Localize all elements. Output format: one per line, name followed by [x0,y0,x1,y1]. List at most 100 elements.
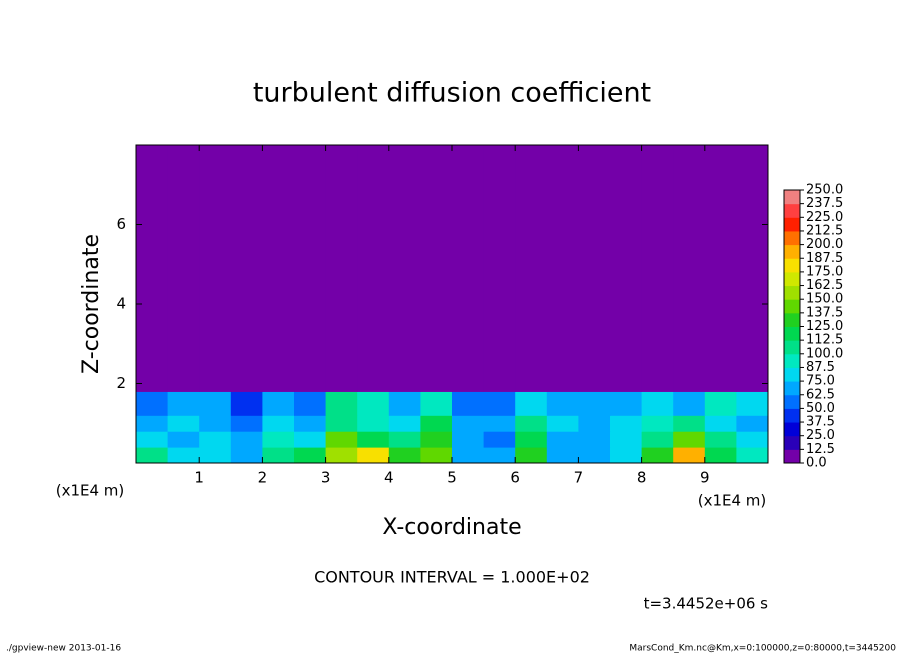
colorbar-band [784,285,800,300]
colorbar-label: 62.5 [806,387,835,402]
cell [704,431,737,448]
contour-interval: CONTOUR INTERVAL = 1.000E+02 [314,568,590,587]
colorbar-label: 250.0 [806,183,843,198]
cell [483,431,516,448]
colorbar-band [784,244,800,259]
cell [736,391,769,416]
colorbar-band [784,258,800,273]
x-tick-label: 2 [258,469,268,487]
colorbar-label: 175.0 [806,264,843,279]
colorbar-label: 125.0 [806,319,843,334]
cell [736,447,769,464]
colorbar-label: 87.5 [806,360,835,375]
cell [610,431,643,448]
colorbar-label: 162.5 [806,278,843,293]
y-tick-label: 6 [116,215,126,233]
cell [325,415,358,432]
cell [167,415,200,432]
colorbar-band [784,190,800,205]
time-label: t=3.4452e+06 s [644,595,769,613]
cell [167,145,200,392]
cell [483,415,516,432]
cell [388,447,421,464]
cell [641,391,674,416]
cell [199,447,232,464]
cell [515,391,548,416]
cell [641,415,674,432]
colorbar-band [784,217,800,232]
cell [515,145,548,392]
x-tick-label: 4 [384,469,394,487]
x-tick-label: 9 [700,469,710,487]
cell [704,391,737,416]
cell [578,431,611,448]
colorbar-label: 137.5 [806,305,843,320]
cell [673,447,706,464]
cell [452,145,485,392]
x-tick-label: 5 [447,469,457,487]
colorbar-label: 212.5 [806,223,843,238]
cell [546,391,579,416]
cell [673,145,706,392]
cell [230,431,263,448]
cell [294,391,327,416]
cell [262,391,295,416]
cell [294,415,327,432]
cell [641,431,674,448]
colorbar-band [784,353,800,368]
x-tick-label: 1 [194,469,204,487]
colorbar-band [784,367,800,382]
cell [736,415,769,432]
colorbar-band [784,203,800,218]
colorbar-band [784,299,800,314]
cell [641,447,674,464]
cell [357,447,390,464]
cell [199,391,232,416]
cell [704,415,737,432]
colorbar-band [784,394,800,409]
colorbar-label: 237.5 [806,196,843,211]
colorbar-band [784,435,800,450]
x-tick-label: 6 [510,469,520,487]
cell [136,447,169,464]
cell [325,447,358,464]
cell [546,431,579,448]
cell [167,391,200,416]
colorbar-band [784,449,800,464]
cell [420,145,453,392]
y-unit: (x1E4 m) [56,482,125,500]
cell [704,145,737,392]
cell [483,145,516,392]
cell [641,145,674,392]
cell [578,447,611,464]
x-tick-label: 3 [321,469,331,487]
y-axis-label: Z-coordinate [79,234,104,374]
cell [420,415,453,432]
cell [546,415,579,432]
cell [325,145,358,392]
colorbar-band [784,408,800,423]
cell [325,391,358,416]
cell [610,145,643,392]
colorbar-label: 0.0 [806,456,827,471]
colorbar-band [784,312,800,327]
cell [452,415,485,432]
colorbar-band [784,381,800,396]
x-unit: (x1E4 m) [698,492,767,510]
cell [199,145,232,392]
cell [357,431,390,448]
cell [230,145,263,392]
cell [673,431,706,448]
colorbar-label: 187.5 [806,251,843,266]
cell [673,391,706,416]
footer-right: MarsCond_Km.nc@Km,x=0:100000,z=0:80000,t… [629,644,896,654]
cell [262,431,295,448]
cell [420,391,453,416]
cell [357,145,390,392]
colorbar-label: 75.0 [806,374,835,389]
cell [136,415,169,432]
cell [610,447,643,464]
y-tick-label: 4 [116,295,126,313]
x-tick-label: 8 [637,469,647,487]
